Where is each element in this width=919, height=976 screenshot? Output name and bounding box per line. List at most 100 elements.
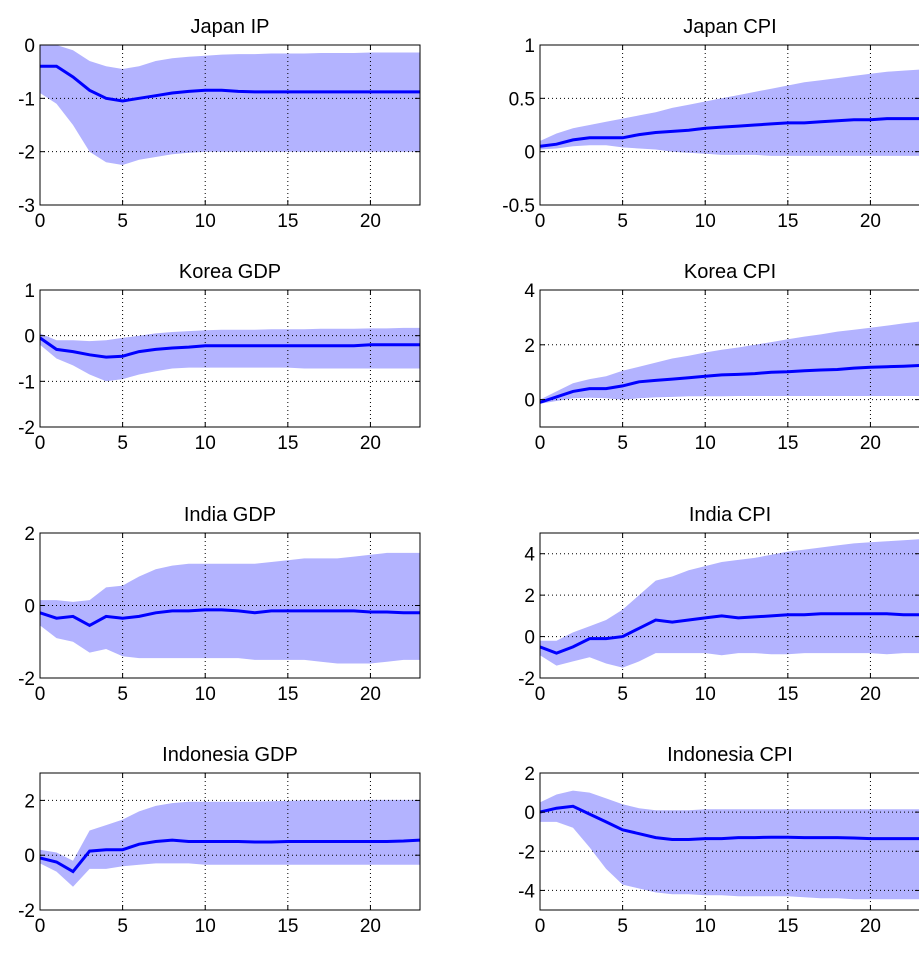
median-line: [40, 838, 420, 874]
y-tick-label: 1: [524, 36, 535, 57]
x-tick-label: 10: [695, 433, 716, 454]
x-tick-label: 10: [195, 684, 216, 705]
x-tick-label: 20: [360, 211, 381, 232]
x-tick-label: 0: [535, 433, 546, 454]
median-line: [540, 804, 919, 841]
axes-box: [39, 44, 421, 206]
y-tick-label: -1: [18, 89, 35, 110]
y-tick-label: 1: [24, 281, 35, 302]
y-tick-label: 0.5: [509, 89, 535, 110]
y-tick-label: -2: [18, 418, 35, 439]
axes-box: [39, 772, 421, 911]
y-tick-label: -2: [18, 143, 35, 164]
chart-title: India GDP: [184, 504, 276, 526]
x-tick-label: 5: [617, 211, 628, 232]
x-tick-label: 20: [360, 916, 381, 937]
x-tick-label: 20: [860, 211, 881, 232]
x-tick-label: 20: [360, 684, 381, 705]
y-tick-label: 0: [524, 143, 535, 164]
x-tick-label: 20: [860, 684, 881, 705]
y-tick-label: 0: [24, 327, 35, 348]
x-tick-label: 15: [777, 916, 798, 937]
y-tick-label: -2: [518, 842, 535, 863]
y-tick-label: 2: [524, 764, 535, 785]
x-tick-label: 15: [277, 211, 298, 232]
panel-2: 0 5 10 15 20 -2 -1 0 1 Korea GDP: [18, 261, 421, 454]
confidence-band: [40, 799, 420, 887]
y-tick-label: 0: [524, 391, 535, 412]
median-line: [540, 117, 919, 148]
chart-title: Korea CPI: [684, 261, 776, 283]
y-tick-label: 4: [524, 281, 535, 302]
chart-title: Indonesia CPI: [667, 744, 793, 766]
x-tick-label: 20: [860, 433, 881, 454]
x-tick-label: 15: [277, 433, 298, 454]
y-tick-label: 2: [24, 791, 35, 812]
y-tick-label: 0: [24, 846, 35, 867]
x-tick-label: 20: [360, 433, 381, 454]
x-tick-label: 15: [777, 684, 798, 705]
y-tick-label: -2: [18, 669, 35, 690]
x-tick-label: 0: [35, 684, 46, 705]
axes-box: [539, 532, 919, 679]
median-line: [540, 612, 919, 655]
y-tick-label: 2: [24, 524, 35, 545]
y-tick-label: -3: [18, 196, 35, 217]
x-tick-label: 15: [277, 684, 298, 705]
x-tick-label: 0: [35, 211, 46, 232]
x-tick-label: 5: [617, 433, 628, 454]
confidence-band: [540, 790, 919, 900]
confidence-band: [540, 539, 919, 668]
chart-title: Korea GDP: [179, 261, 281, 283]
x-tick-label: 10: [695, 684, 716, 705]
median-line: [40, 64, 420, 103]
x-tick-label: 0: [35, 916, 46, 937]
x-tick-label: 5: [617, 916, 628, 937]
y-tick-label: -2: [518, 669, 535, 690]
x-tick-label: 15: [777, 433, 798, 454]
axes-box: [539, 289, 919, 428]
y-tick-label: 0: [24, 597, 35, 618]
chart-title: Indonesia GDP: [162, 744, 298, 766]
panel-3: 0 5 10 15 20 0 2 4 Korea CPI: [524, 261, 919, 454]
x-tick-label: 10: [195, 211, 216, 232]
axes-box: [539, 772, 919, 911]
x-tick-label: 10: [195, 433, 216, 454]
x-tick-label: 0: [535, 916, 546, 937]
y-tick-label: 2: [524, 586, 535, 607]
x-tick-label: 0: [535, 211, 546, 232]
y-tick-label: -2: [18, 901, 35, 922]
median-line: [540, 363, 919, 404]
axes-box: [539, 44, 919, 206]
x-tick-label: 20: [860, 916, 881, 937]
x-tick-label: 15: [777, 211, 798, 232]
confidence-band: [40, 327, 420, 382]
axes-box: [39, 289, 421, 428]
confidence-band: [40, 45, 420, 165]
confidence-band: [40, 552, 420, 664]
y-tick-label: -1: [18, 372, 35, 393]
panel-0: 0 5 10 15 20 -3 -2 -1 0 Japan IP: [18, 16, 421, 232]
x-tick-label: 5: [117, 684, 128, 705]
x-tick-label: 5: [117, 211, 128, 232]
median-line: [40, 608, 420, 628]
y-tick-label: 2: [524, 336, 535, 357]
median-line: [40, 336, 420, 359]
x-tick-label: 0: [535, 684, 546, 705]
y-tick-label: -4: [518, 881, 535, 902]
x-tick-label: 15: [277, 916, 298, 937]
y-tick-label: 0: [524, 628, 535, 649]
x-tick-label: 5: [117, 433, 128, 454]
chart-title: Japan IP: [191, 16, 270, 38]
x-tick-label: 10: [695, 211, 716, 232]
y-tick-label: 4: [524, 545, 535, 566]
chart-title: India CPI: [689, 504, 771, 526]
chart-title: Japan CPI: [683, 16, 776, 38]
y-tick-label: 0: [524, 803, 535, 824]
x-tick-label: 10: [695, 916, 716, 937]
